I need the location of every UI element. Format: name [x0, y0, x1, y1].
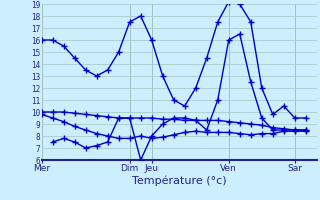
X-axis label: Température (°c): Température (°c) [132, 176, 227, 186]
